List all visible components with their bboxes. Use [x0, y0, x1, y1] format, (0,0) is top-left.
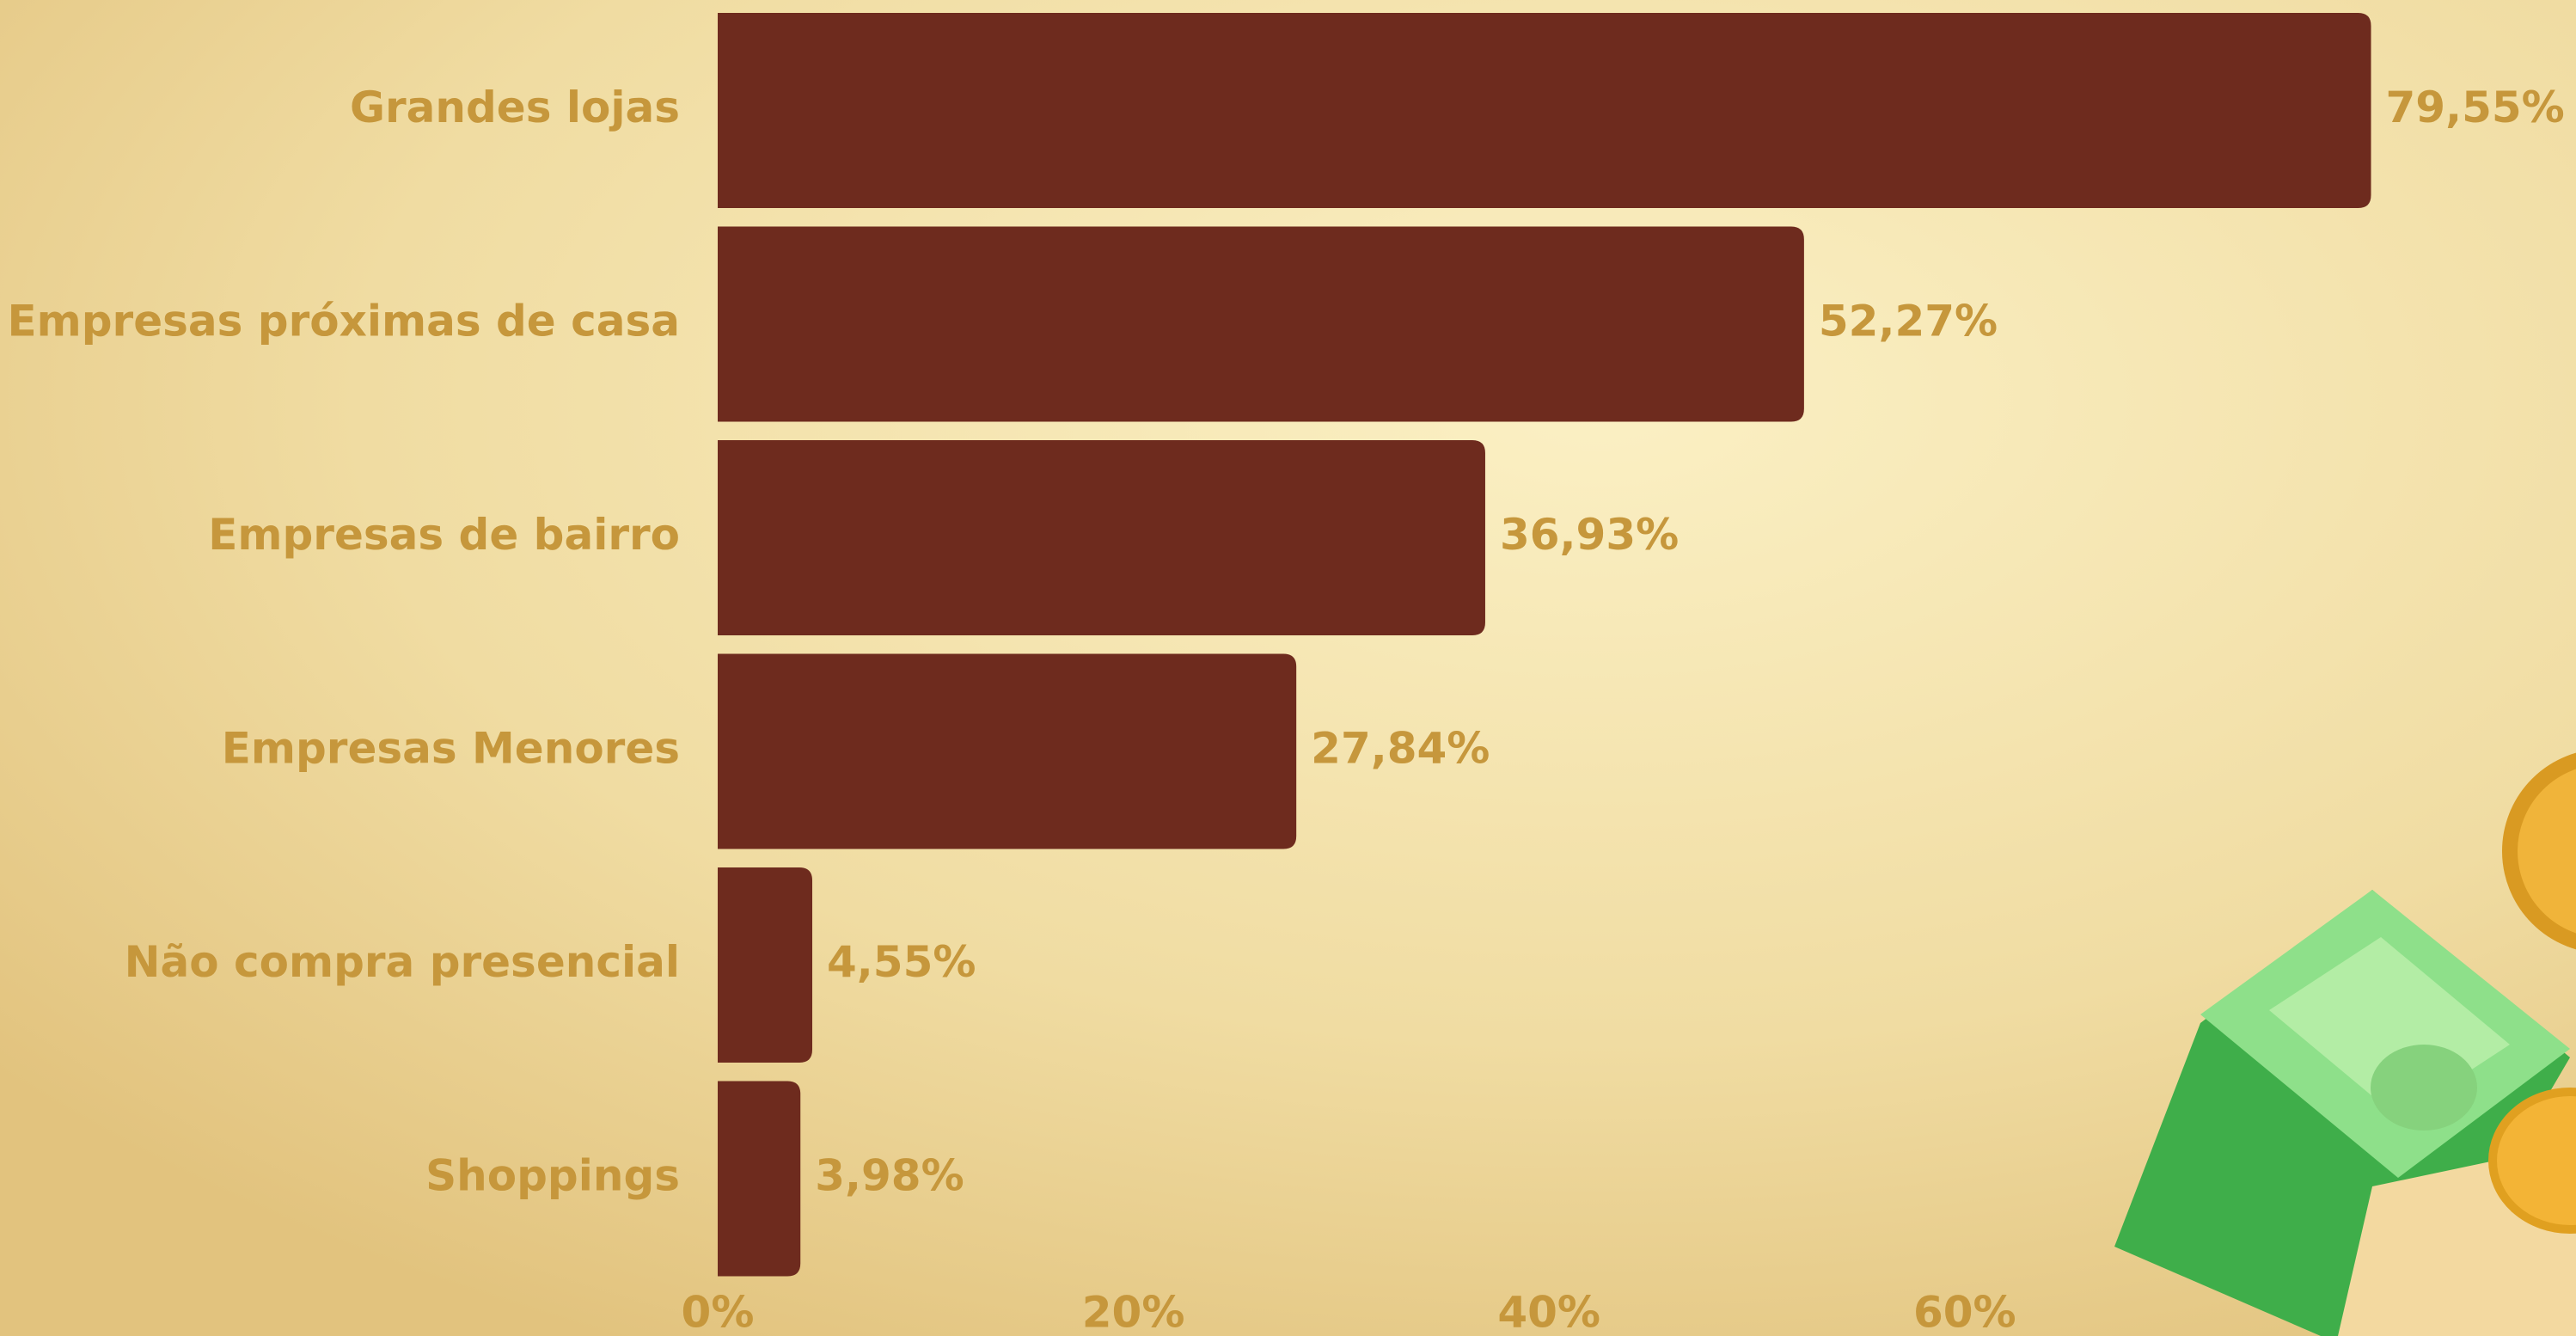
value-label: 4,55% — [827, 937, 976, 987]
value-label: 36,93% — [1500, 510, 1679, 560]
x-tick-label: 0% — [682, 1288, 755, 1336]
category-label: Empresas próximas de casa — [8, 297, 680, 346]
x-tick-label: 40% — [1497, 1288, 1600, 1336]
bar — [718, 1081, 801, 1277]
x-tick-label: 60% — [1913, 1288, 2016, 1336]
value-label: 52,27% — [1819, 297, 1998, 346]
category-label: Empresas Menores — [222, 724, 680, 774]
category-label: Empresas de bairro — [208, 510, 680, 560]
value-label: 3,98% — [815, 1151, 964, 1201]
bar — [718, 226, 1804, 422]
x-tick-label: 20% — [1082, 1288, 1185, 1336]
money-illustration — [2114, 752, 2576, 1336]
category-label: Não compra presencial — [125, 937, 680, 987]
bar — [718, 440, 1485, 635]
category-label: Shoppings — [425, 1151, 680, 1201]
bar — [718, 867, 813, 1063]
bar — [718, 13, 2371, 208]
value-label: 27,84% — [1311, 724, 1490, 774]
bar — [718, 653, 1297, 849]
category-label: Grandes lojas — [350, 83, 680, 132]
value-label: 79,55% — [2386, 83, 2565, 132]
